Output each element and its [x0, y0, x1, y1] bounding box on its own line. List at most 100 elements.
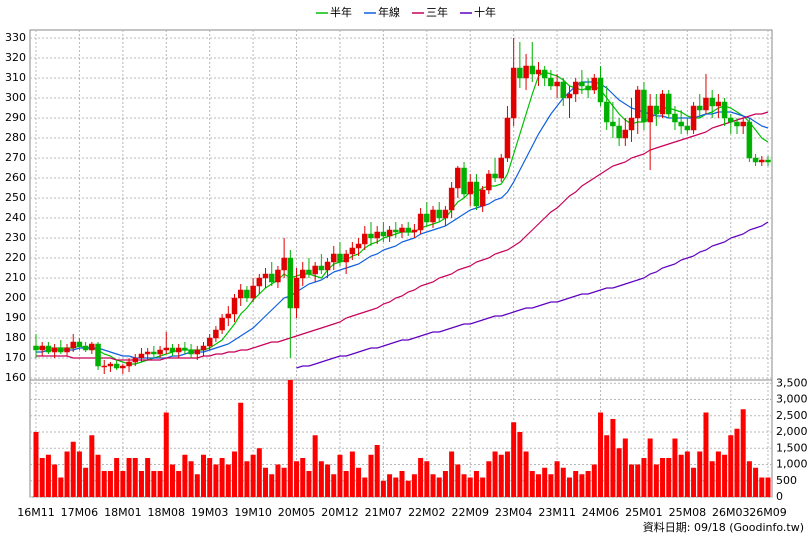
candle-body: [45, 345, 52, 353]
candle-body: [82, 345, 89, 351]
volume-bar: [610, 419, 616, 497]
candle-body: [510, 67, 517, 119]
y-tick-label: 180: [5, 331, 26, 344]
y2-tick-label: 3,000: [776, 393, 808, 406]
candle-body: [411, 229, 418, 233]
volume-bar: [666, 458, 672, 497]
volume-bar: [337, 454, 343, 497]
volume-bar: [45, 454, 51, 497]
volume-bar: [467, 477, 473, 497]
volume-bar: [709, 461, 715, 497]
candle-body: [256, 277, 263, 287]
volume-bar: [39, 458, 45, 497]
candle-body: [492, 173, 498, 179]
candle-body: [697, 105, 703, 111]
volume-bar: [653, 464, 659, 497]
y-tick-label: 300: [5, 91, 26, 104]
volume-bar: [629, 464, 635, 497]
volume-bar: [318, 461, 324, 497]
volume-bar: [461, 474, 467, 497]
candle-body: [548, 77, 554, 87]
candle-body: [368, 233, 374, 239]
candle-body: [566, 93, 573, 99]
candle-body: [268, 273, 275, 283]
candle-body: [144, 351, 151, 355]
volume-bar: [132, 458, 138, 497]
volume-bar: [560, 467, 566, 497]
legend-label: 半年: [330, 5, 352, 19]
candle-body: [746, 121, 753, 159]
candle-body: [579, 81, 585, 87]
volume-bar: [573, 471, 579, 497]
volume-bar: [585, 471, 591, 497]
candle-body: [318, 265, 325, 271]
x-tick-label: 26M03: [712, 506, 750, 519]
x-tick-label: 19M03: [191, 506, 229, 519]
candle-body: [206, 337, 213, 347]
candle-body: [225, 313, 232, 319]
legend-label: 年線: [378, 5, 400, 19]
candle-body: [405, 227, 411, 233]
volume-bar: [374, 445, 380, 497]
candle-body: [641, 89, 647, 123]
candle-body: [213, 329, 219, 339]
candle-body: [740, 121, 746, 127]
candle-body: [721, 101, 728, 119]
volume-bar: [387, 474, 393, 497]
candle-body: [64, 347, 70, 353]
volume-bar: [312, 435, 318, 497]
candle-body: [541, 69, 548, 79]
volume-bar: [306, 471, 312, 497]
volume-bar: [765, 477, 771, 497]
volume-bar: [734, 428, 740, 497]
candle-body: [678, 121, 684, 127]
y2-tick-label: 0: [776, 490, 783, 503]
x-tick-label: 26M09: [749, 506, 787, 519]
volume-bar: [399, 471, 405, 497]
volume-bar: [691, 467, 697, 497]
candle-body: [76, 341, 83, 347]
candle-body: [399, 227, 405, 233]
candle-body: [219, 317, 225, 331]
footer: 資料日期: 09/18 (Goodinfo.tw): [643, 520, 804, 534]
candle-body: [299, 269, 306, 279]
candle-body: [70, 341, 76, 349]
volume-bar: [64, 451, 70, 497]
candle-body: [622, 129, 629, 139]
y-tick-label: 220: [5, 251, 26, 264]
candle-body: [473, 181, 480, 207]
volume-bar: [418, 458, 424, 497]
candle-body: [436, 209, 442, 219]
volume-bar: [746, 461, 752, 497]
y-tick-label: 190: [5, 311, 26, 324]
volume-bar: [442, 471, 448, 497]
volume-bar: [126, 458, 132, 497]
volume-bar: [263, 467, 269, 497]
x-tick-label: 23M11: [538, 506, 576, 519]
x-tick-label: 17M06: [61, 506, 99, 519]
ma-line: [296, 221, 769, 369]
y-tick-label: 210: [5, 271, 26, 284]
volume-bar: [269, 474, 275, 497]
candle-body: [734, 121, 740, 127]
volume-bar: [107, 471, 113, 497]
volume-bar: [138, 471, 144, 497]
candle-body: [306, 269, 312, 275]
candle-body: [709, 97, 715, 107]
y-tick-label: 270: [5, 151, 26, 164]
volume-bar: [163, 412, 169, 497]
candle-body: [355, 243, 362, 249]
volume-bar: [715, 451, 721, 497]
candle-body: [572, 81, 579, 95]
candle-body: [151, 351, 157, 355]
x-tick-label: 20M12: [321, 506, 359, 519]
candle-body: [498, 157, 505, 179]
volume-bar: [194, 474, 200, 497]
y-tick-label: 320: [5, 51, 26, 64]
volume-bar: [120, 471, 126, 497]
candle-body: [157, 349, 163, 355]
volume-bar: [548, 474, 554, 497]
candle-body: [759, 159, 765, 163]
volume-bar: [728, 435, 734, 497]
candle-body: [132, 357, 139, 363]
